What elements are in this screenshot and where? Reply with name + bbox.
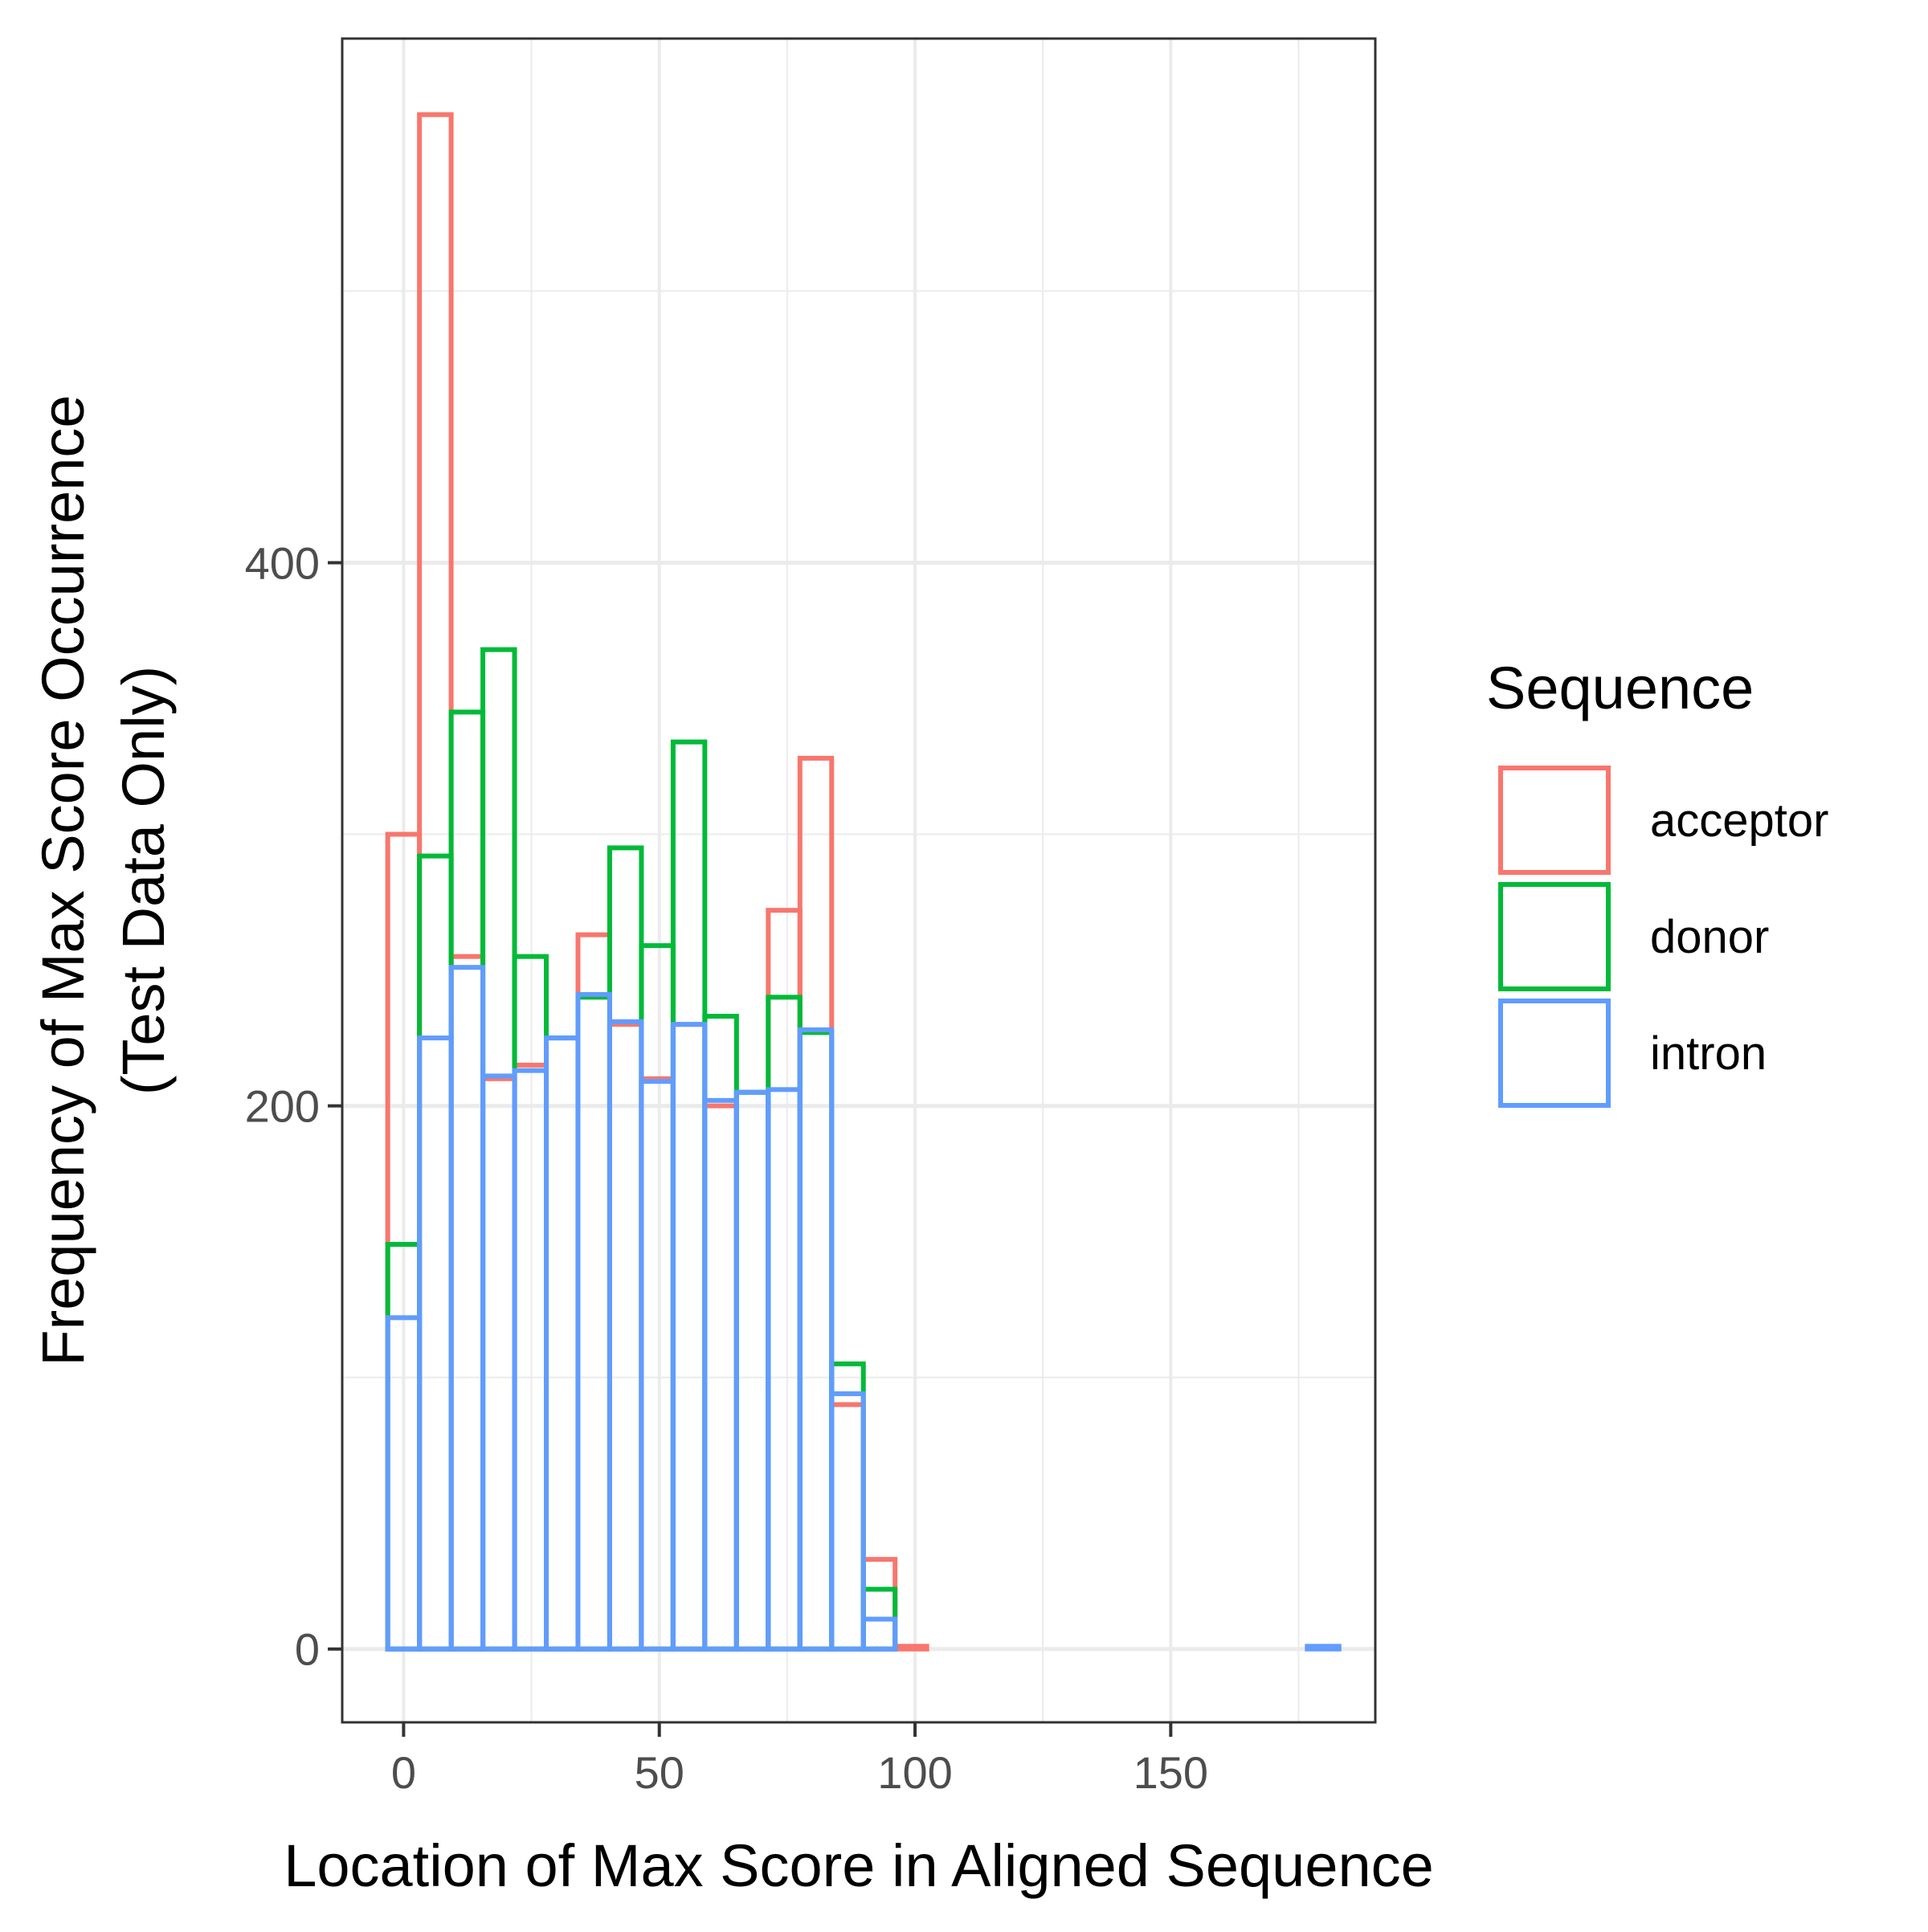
legend-item-acceptor: acceptor xyxy=(1498,766,1828,875)
bars xyxy=(385,112,1342,1652)
y-tick-label: 400 xyxy=(245,537,320,588)
legend-item-intron: intron xyxy=(1498,999,1767,1108)
bar-intron xyxy=(797,1027,835,1652)
x-tick-label: 150 xyxy=(1134,1747,1208,1798)
x-tick-label: 0 xyxy=(391,1747,416,1798)
y-tick-label: 0 xyxy=(295,1624,320,1675)
bar-intron xyxy=(1305,1644,1342,1652)
bar-intron xyxy=(829,1391,866,1652)
legend-key-donor xyxy=(1498,882,1611,991)
x-tick-label: 50 xyxy=(635,1747,684,1798)
series-intron xyxy=(385,965,1342,1652)
y-axis-title-line1: Frequency of Max Score Occurrence xyxy=(30,394,96,1366)
legend-label-donor: donor xyxy=(1650,911,1769,963)
legend-key-intron xyxy=(1498,999,1611,1108)
gridlines xyxy=(342,39,1375,1722)
bar-acceptor xyxy=(893,1644,929,1652)
x-tick-label: 100 xyxy=(877,1747,952,1798)
legend-label-intron: intron xyxy=(1650,1027,1767,1080)
legend-title: Sequence xyxy=(1486,655,1754,721)
x-axis-title: Location of Max Score in Aligned Sequenc… xyxy=(284,1832,1434,1899)
legend-label-acceptor: acceptor xyxy=(1650,794,1828,847)
legend-items: acceptor donor intron xyxy=(1498,766,1828,1108)
bar-intron xyxy=(860,1616,898,1652)
legend-key-acceptor xyxy=(1498,766,1611,875)
axes: 0 50 100 150 0 200 400 xyxy=(245,537,1209,1798)
legend-item-donor: donor xyxy=(1498,882,1769,991)
plot-border xyxy=(341,37,1377,1724)
legend: Sequence acceptor donor intron xyxy=(1486,655,1828,1108)
y-axis-title-line2: (Test Data Only) xyxy=(110,666,177,1096)
y-tick-label: 200 xyxy=(245,1081,320,1132)
